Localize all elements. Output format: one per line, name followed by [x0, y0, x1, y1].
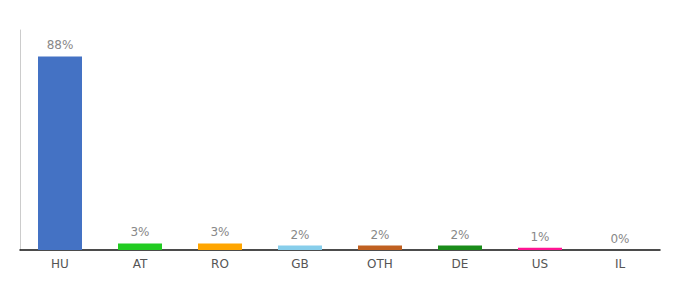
svg-text:DE: DE [452, 257, 469, 271]
svg-text:2%: 2% [290, 228, 309, 242]
svg-text:OTH: OTH [367, 257, 393, 271]
svg-text:2%: 2% [450, 228, 469, 242]
svg-text:3%: 3% [210, 225, 229, 239]
svg-text:US: US [532, 257, 548, 271]
svg-text:88%: 88% [47, 38, 74, 52]
svg-text:GB: GB [291, 257, 309, 271]
svg-text:1%: 1% [530, 230, 549, 244]
svg-text:IL: IL [615, 257, 626, 271]
svg-text:HU: HU [51, 257, 69, 271]
svg-text:3%: 3% [130, 225, 149, 239]
svg-text:AT: AT [133, 257, 148, 271]
svg-text:RO: RO [211, 257, 229, 271]
svg-text:0%: 0% [610, 232, 629, 246]
svg-text:2%: 2% [370, 228, 389, 242]
